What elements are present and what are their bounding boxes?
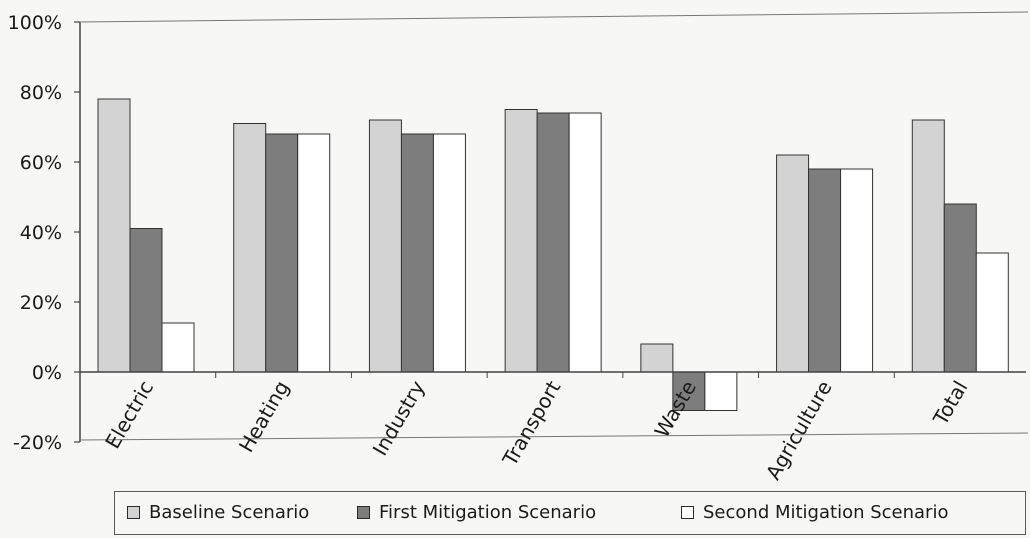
legend-item-baseline: Baseline Scenario — [127, 502, 309, 523]
bar — [943, 203, 977, 373]
bar — [161, 322, 195, 373]
bar — [97, 98, 131, 373]
legend-label-first-mitigation: First Mitigation Scenario — [379, 502, 597, 523]
bar-chart: 100% 80% 60% 40% 20% 0% -20% Electric Heating In… — [8, 11, 1029, 484]
category-label: Total — [928, 377, 973, 430]
bars — [97, 98, 1009, 411]
top-border — [79, 11, 1029, 23]
bar — [840, 168, 874, 373]
first-mitigation-swatch-icon — [357, 506, 370, 519]
bar — [776, 154, 810, 373]
bar — [504, 109, 538, 373]
bar — [233, 123, 267, 373]
y-tick-label: 60% — [20, 152, 62, 174]
bar — [808, 168, 842, 373]
bar — [432, 133, 466, 373]
bar — [297, 133, 331, 373]
bar — [265, 133, 299, 373]
bar — [568, 112, 602, 373]
legend-item-second-mitigation: Second Mitigation Scenario — [681, 502, 948, 523]
y-tick-label: -20% — [13, 432, 62, 454]
bar — [704, 371, 738, 411]
y-tick-label: 20% — [20, 292, 62, 314]
legend-label-baseline: Baseline Scenario — [149, 502, 310, 523]
bar — [536, 112, 570, 373]
category-label: Electric — [100, 377, 158, 453]
legend-item-first-mitigation: First Mitigation Scenario — [357, 502, 596, 523]
category-label: Industry — [368, 376, 430, 459]
y-tick-label: 80% — [20, 82, 62, 104]
category-label: Heating — [234, 377, 294, 457]
category-label: Transport — [497, 376, 565, 470]
x-axis-bottom-line — [79, 432, 1029, 441]
y-tick-label: 40% — [20, 222, 62, 244]
second-mitigation-swatch-icon — [681, 506, 694, 519]
legend: Baseline Scenario First Mitigation Scena… — [114, 491, 1026, 535]
y-tick-label: 0% — [32, 362, 62, 384]
category-label: Agriculture — [761, 377, 837, 484]
y-tick-label: 100% — [8, 12, 62, 34]
bar — [129, 228, 163, 373]
bar — [368, 119, 402, 373]
bar — [640, 343, 674, 373]
bar — [400, 133, 434, 373]
bar — [672, 371, 706, 411]
legend-label-second-mitigation: Second Mitigation Scenario — [703, 502, 949, 523]
y-axis-ticks: 100% 80% 60% 40% 20% 0% -20% — [8, 12, 80, 454]
category-labels: Electric Heating Industry Transport Waste Agr… — [100, 376, 972, 483]
bar — [975, 252, 1009, 373]
bar — [911, 119, 945, 373]
baseline-swatch-icon — [127, 506, 140, 519]
